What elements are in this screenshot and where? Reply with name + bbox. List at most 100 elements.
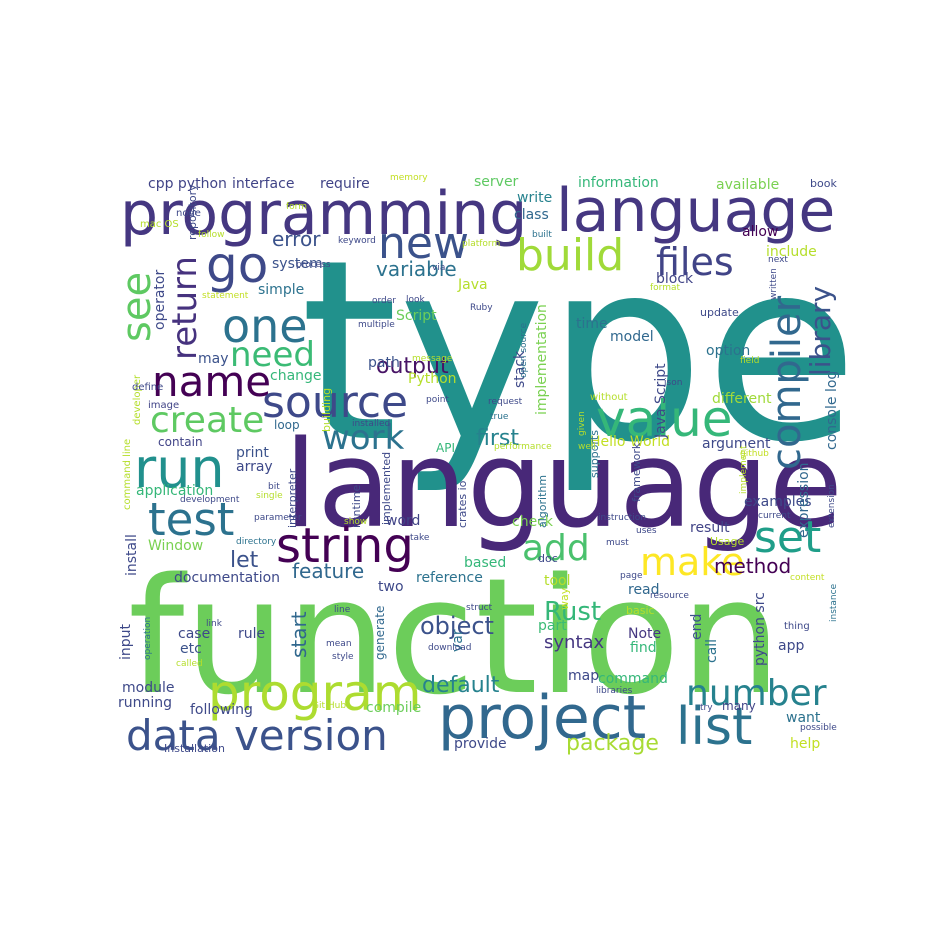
word-next: next xyxy=(768,255,788,265)
word-crates-io: crates io xyxy=(456,480,469,528)
word-directory: directory xyxy=(236,537,277,547)
word-reference: reference xyxy=(416,570,483,586)
word-git-hub: Git Hub xyxy=(312,701,346,711)
word-help: help xyxy=(790,736,820,752)
word-etc: etc xyxy=(180,641,202,657)
word-system: system xyxy=(272,256,323,272)
word-model: model xyxy=(610,329,654,345)
word-find: find xyxy=(630,640,657,656)
word-follow: follow xyxy=(198,230,225,240)
word-files: files xyxy=(656,240,734,284)
word-available: available xyxy=(716,177,779,193)
word-provide: provide xyxy=(454,736,507,752)
word-installation: Installation xyxy=(164,742,225,755)
word-library: library xyxy=(804,286,837,376)
word-style: style xyxy=(332,652,354,662)
word-many: many xyxy=(722,699,756,713)
word-node: node xyxy=(176,208,201,219)
word-mac-os: mac OS xyxy=(140,219,179,230)
word-case: case xyxy=(178,626,210,642)
word-try: try xyxy=(700,703,713,713)
word-following: following xyxy=(190,702,253,718)
word-set: set xyxy=(754,512,821,563)
word-object: object xyxy=(420,612,494,640)
word-running: running xyxy=(118,695,172,711)
word-written: written xyxy=(769,268,779,300)
word-error: error xyxy=(272,227,321,251)
word-change: change xyxy=(270,368,322,384)
word-way: way xyxy=(558,587,571,610)
word-field: field xyxy=(740,356,759,366)
word-java-script: Java Script xyxy=(653,363,669,439)
word-method: method xyxy=(714,554,791,578)
word-take: take xyxy=(410,533,430,543)
word-app: app xyxy=(778,638,804,654)
word-array: array xyxy=(236,459,273,475)
word-word: word xyxy=(386,513,420,529)
word-type: type xyxy=(300,206,858,497)
word-framework: framework xyxy=(630,442,643,502)
word-syntax: syntax xyxy=(544,632,605,653)
word-current: current xyxy=(758,511,791,521)
word-documentation: documentation xyxy=(174,570,280,586)
word-path: path xyxy=(368,355,400,371)
word-platform: platform xyxy=(462,239,500,249)
word-page: page xyxy=(620,571,643,581)
word-window: Window xyxy=(148,538,203,554)
word-look: look xyxy=(406,295,426,305)
word-class: class xyxy=(514,207,549,223)
word-implemented: implemented xyxy=(380,452,393,525)
word-go: go xyxy=(206,236,268,294)
word-different: different xyxy=(712,391,772,407)
word-print: print xyxy=(236,445,269,461)
word-python: Python xyxy=(408,371,457,387)
word-based: based xyxy=(464,555,506,571)
word-define: define xyxy=(132,382,163,393)
word-point: point xyxy=(426,395,449,405)
word-script: Script xyxy=(396,308,437,324)
word-algorithm: algorithm xyxy=(536,475,549,528)
word-message: message xyxy=(412,354,453,364)
word-java: Java xyxy=(457,277,488,293)
word-variable: variable xyxy=(376,257,457,281)
word-feature: feature xyxy=(292,559,364,583)
word-language: language xyxy=(284,416,843,555)
word-rule: rule xyxy=(238,626,265,642)
word-part: part xyxy=(538,618,567,634)
word-open-source: open source xyxy=(519,322,529,378)
word-bit: bit xyxy=(268,482,280,492)
word-form: form xyxy=(286,202,307,212)
word-single: single xyxy=(256,491,283,501)
word-include: include xyxy=(766,244,817,260)
word-supports: supports xyxy=(588,430,601,478)
word-allow: allow xyxy=(742,224,778,240)
word-well: well xyxy=(578,442,596,452)
word-input: input xyxy=(118,623,134,660)
word-function: function xyxy=(128,543,782,730)
word-tool: tool xyxy=(544,573,571,589)
word-return: return xyxy=(165,256,205,360)
word-json: json xyxy=(663,378,682,388)
word-python-src: python src xyxy=(752,592,768,666)
word-built: built xyxy=(532,230,552,240)
word-name: name xyxy=(152,357,271,406)
word-multiple: multiple xyxy=(358,320,395,330)
word-language: language xyxy=(556,176,835,246)
word-stack: stack xyxy=(512,350,528,388)
word-via: via xyxy=(432,263,445,273)
word-start: start xyxy=(287,611,311,658)
word-possible: possible xyxy=(800,723,837,733)
word-order: order xyxy=(372,296,396,306)
word-may: may xyxy=(198,351,229,367)
word-installed: installed xyxy=(352,419,390,429)
word-test: test xyxy=(148,493,234,546)
word-compiler: compiler xyxy=(764,295,810,470)
word-download: download xyxy=(428,643,472,653)
word-create: create xyxy=(150,400,264,441)
word-parameter: parameter xyxy=(254,513,302,523)
word-book: book xyxy=(810,177,837,190)
word-simple: simple xyxy=(258,282,304,298)
word-string: string xyxy=(276,518,414,574)
word-output: output xyxy=(376,354,449,379)
word-mean: mean xyxy=(326,639,352,649)
